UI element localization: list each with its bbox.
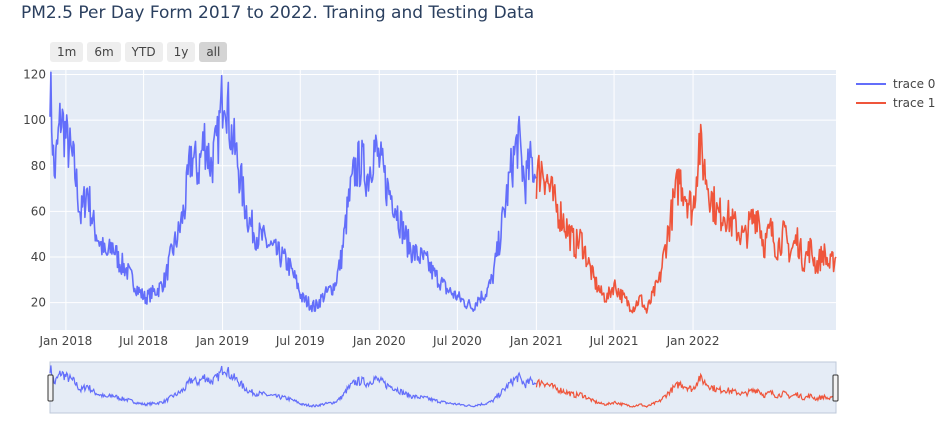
y-tick-label: 40 bbox=[31, 250, 46, 264]
y-tick-label: 60 bbox=[31, 204, 46, 218]
range-slider-series-group bbox=[49, 365, 837, 408]
x-tick-label: Jul 2019 bbox=[275, 334, 325, 348]
legend-label: trace 1 bbox=[893, 96, 935, 110]
series-line-1[interactable] bbox=[535, 123, 837, 314]
y-tick-label: 80 bbox=[31, 159, 46, 173]
slider-series-line-1 bbox=[535, 372, 837, 408]
range-button-1m[interactable]: 1m bbox=[50, 42, 84, 62]
legend-item[interactable]: trace 0 bbox=[856, 77, 935, 91]
range-button-6m[interactable]: 6m bbox=[87, 42, 121, 62]
x-tick-label: Jan 2022 bbox=[666, 334, 720, 348]
x-tick-label: Jul 2021 bbox=[589, 334, 639, 348]
range-slider-right-handle[interactable] bbox=[832, 374, 839, 402]
range-button-1y[interactable]: 1y bbox=[166, 42, 196, 62]
legend: trace 0 trace 1 bbox=[856, 77, 935, 110]
range-button-all[interactable]: all bbox=[199, 42, 228, 62]
x-axis-ticks: Jan 2018 Jul 2018 Jan 2019 Jul 2019 Jan 2020… bbox=[38, 334, 719, 348]
x-tick-label: Jan 2019 bbox=[195, 334, 249, 348]
y-axis-ticks: 20 40 60 80 100 120 bbox=[23, 68, 46, 310]
plot-area[interactable] bbox=[50, 70, 836, 330]
main-series-group bbox=[49, 71, 837, 314]
slider-series-line-0 bbox=[49, 365, 537, 408]
y-tick-label: 20 bbox=[31, 296, 46, 310]
y-gridlines bbox=[50, 74, 836, 304]
x-tick-label: Jan 2021 bbox=[509, 334, 563, 348]
range-slider-area[interactable] bbox=[49, 361, 837, 414]
legend-label: trace 0 bbox=[893, 77, 935, 91]
y-tick-label: 120 bbox=[23, 68, 46, 82]
legend-item[interactable]: trace 1 bbox=[856, 96, 935, 110]
y-tick-label: 100 bbox=[23, 113, 46, 127]
chart-title: PM2.5 Per Day Form 2017 to 2022. Traning… bbox=[21, 3, 535, 23]
x-tick-label: Jan 2020 bbox=[352, 334, 406, 348]
x-tick-label: Jan 2018 bbox=[38, 334, 92, 348]
x-tick-label: Jul 2020 bbox=[432, 334, 482, 348]
range-selector: 1m 6m YTD 1y all bbox=[50, 42, 228, 62]
range-slider-left-handle[interactable] bbox=[47, 374, 54, 402]
x-tick-label: Jul 2018 bbox=[118, 334, 168, 348]
series-line-0[interactable] bbox=[49, 71, 537, 313]
range-button-ytd[interactable]: YTD bbox=[124, 42, 163, 62]
